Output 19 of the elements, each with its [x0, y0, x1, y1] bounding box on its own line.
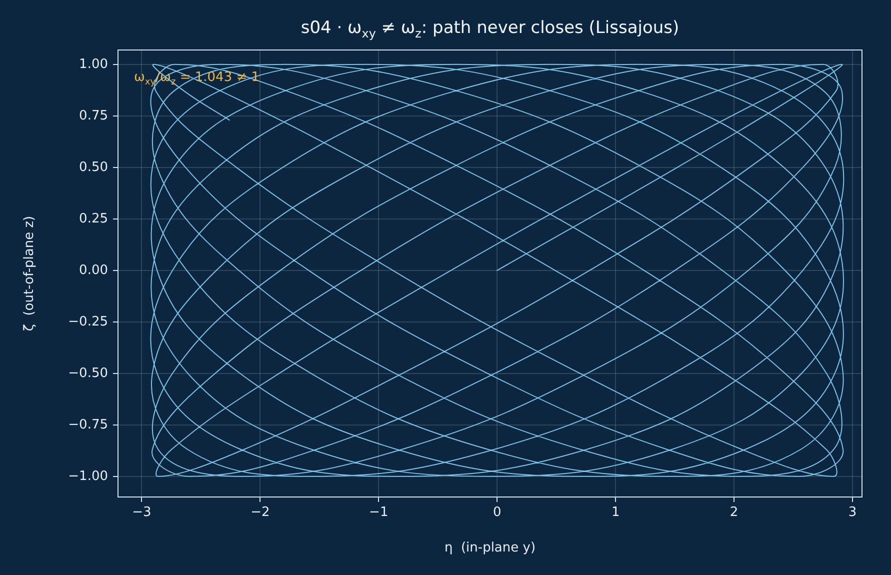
y-tick-label: 0.50 — [79, 160, 108, 175]
x-tick-label: −2 — [250, 505, 270, 520]
x-tick-label: 2 — [730, 505, 738, 520]
x-tick-label: −3 — [132, 505, 152, 520]
y-tick-label: 1.00 — [79, 56, 108, 72]
x-tick-label: 1 — [611, 505, 620, 520]
chart-title: s04 · ω$_{xy}$ ≠ ω$_{z}$: path never closes (Lissajous) — [300, 17, 680, 42]
y-tick-label: −1.00 — [68, 468, 108, 484]
y-tick-label: −0.75 — [68, 417, 108, 432]
x-tick-label: −1 — [369, 505, 388, 520]
y-tick-label: 0.25 — [79, 211, 108, 226]
y-tick-label: 0.75 — [79, 108, 108, 124]
y-axis-title: ζ (out-of-plane z) — [22, 216, 38, 332]
y-tick-label: −0.50 — [68, 366, 108, 381]
x-tick-label: 0 — [492, 505, 502, 520]
x-axis-title: η (in-plane y) — [444, 540, 536, 556]
y-tick-label: −0.25 — [68, 314, 108, 330]
y-tick-label: 0.00 — [79, 262, 108, 278]
x-tick-label: 3 — [848, 505, 857, 520]
